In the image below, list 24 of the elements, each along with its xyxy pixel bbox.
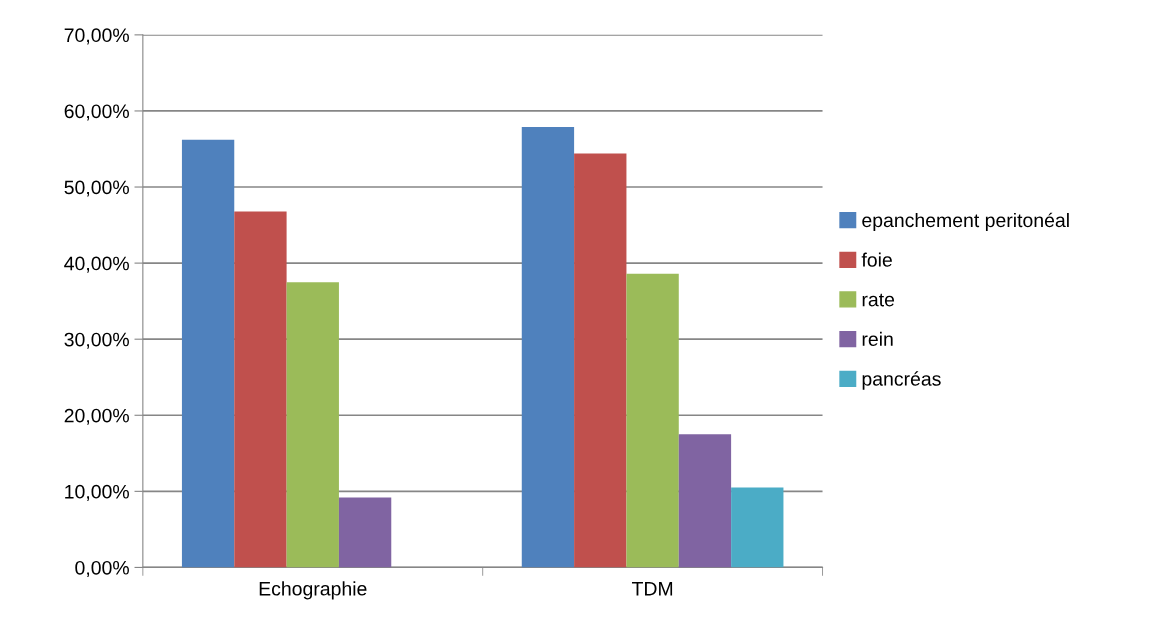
bar	[286, 282, 339, 568]
legend-label: pancréas	[862, 371, 941, 390]
legend-label: rate	[862, 293, 895, 307]
bar	[181, 139, 235, 568]
bar	[626, 273, 679, 568]
bar	[574, 153, 627, 568]
y-tick-label: 50,00%	[64, 180, 129, 197]
y-tick-label: 20,00%	[64, 408, 129, 425]
y-tick-label: 70,00%	[64, 28, 129, 45]
y-tick-label: 40,00%	[64, 256, 129, 273]
bar	[731, 487, 784, 568]
legend-label: foie	[861, 252, 892, 267]
y-tick-label: 30,00%	[64, 332, 129, 349]
legend-label: epanchement peritonéal	[862, 212, 1069, 232]
x-tick-label: TDM	[631, 582, 673, 596]
x-tick-label: Echographie	[259, 581, 367, 600]
bar	[338, 497, 392, 568]
y-tick-label: 0,00%	[75, 560, 129, 577]
y-tick-label: 60,00%	[64, 104, 129, 121]
bar	[521, 126, 575, 568]
bar	[678, 434, 732, 568]
legend-label: rein	[862, 331, 893, 347]
bar	[234, 211, 287, 568]
y-tick-label: 10,00%	[65, 484, 129, 501]
